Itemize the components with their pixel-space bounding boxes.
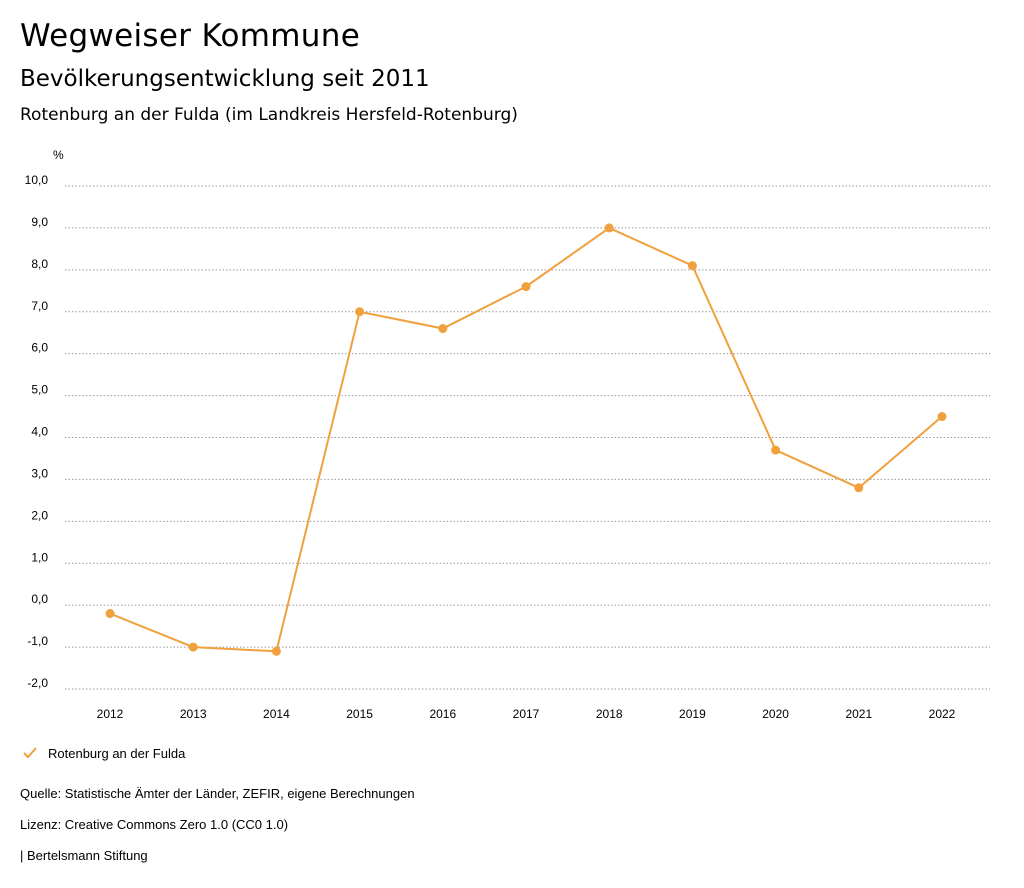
data-point[interactable] [604, 223, 614, 233]
data-point[interactable] [438, 324, 448, 334]
data-point[interactable] [188, 642, 198, 652]
x-tick-label: 2017 [513, 707, 540, 721]
y-axis-ticks: 10,0 9,0 8,0 7,0 6,0 5,0 4,0 3,0 2,0 1,0 0,0 -1,0 -2… [25, 173, 49, 690]
y-tick-label: 10,0 [25, 173, 49, 187]
data-point[interactable] [521, 282, 531, 292]
y-tick-label: 0,0 [31, 592, 48, 606]
x-axis-ticks: 2012 2013 2014 2015 2016 2017 2018 2019 2020 2021… [97, 707, 956, 721]
x-tick-label: 2019 [679, 707, 706, 721]
data-point[interactable] [105, 609, 115, 619]
data-point[interactable] [687, 261, 697, 271]
y-tick-label: 7,0 [31, 299, 48, 313]
x-tick-label: 2013 [180, 707, 207, 721]
y-tick-label: 9,0 [31, 215, 48, 229]
x-tick-label: 2012 [97, 707, 124, 721]
check-icon [23, 747, 37, 759]
y-tick-label: 3,0 [31, 466, 48, 480]
publisher-note: | Bertelsmann Stiftung [20, 848, 148, 863]
source-note: Quelle: Statistische Ämter der Länder, Z… [20, 786, 415, 801]
x-tick-label: 2016 [429, 707, 456, 721]
license-note: Lizenz: Creative Commons Zero 1.0 (CC0 1… [20, 817, 289, 832]
y-tick-label: 4,0 [31, 425, 48, 439]
grid-lines [65, 185, 990, 690]
y-tick-label: 2,0 [31, 508, 48, 522]
x-tick-label: 2015 [346, 707, 373, 721]
data-point[interactable] [854, 483, 864, 493]
y-tick-label: 8,0 [31, 257, 48, 271]
data-point[interactable] [271, 646, 281, 656]
x-tick-label: 2022 [929, 707, 956, 721]
legend-label: Rotenburg an der Fulda [48, 745, 186, 761]
line-chart: % 10,0 9,0 8,0 7,0 6,0 5,0 4,0 3,0 2,0 1,0 0,0 -1,0… [25, 148, 990, 721]
y-tick-label: 6,0 [31, 341, 48, 355]
region-label: Rotenburg an der Fulda (im Landkreis Her… [20, 105, 518, 125]
data-point[interactable] [937, 412, 947, 422]
series-line [109, 226, 943, 653]
data-point[interactable] [355, 307, 365, 317]
series-group [105, 223, 947, 656]
legend[interactable]: Rotenburg an der Fulda [22, 745, 185, 761]
x-tick-label: 2018 [596, 707, 623, 721]
x-tick-label: 2021 [845, 707, 872, 721]
y-tick-label: 5,0 [31, 383, 48, 397]
y-tick-label: 1,0 [31, 550, 48, 564]
x-tick-label: 2014 [263, 707, 290, 721]
page-title: Wegweiser Kommune [20, 18, 361, 54]
y-tick-label: -1,0 [27, 634, 48, 648]
x-tick-label: 2020 [762, 707, 789, 721]
chart-subtitle: Bevölkerungsentwicklung seit 2011 [20, 66, 430, 92]
y-tick-label: -2,0 [27, 676, 48, 690]
y-axis-unit-label: % [53, 148, 64, 162]
data-point[interactable] [771, 445, 781, 455]
